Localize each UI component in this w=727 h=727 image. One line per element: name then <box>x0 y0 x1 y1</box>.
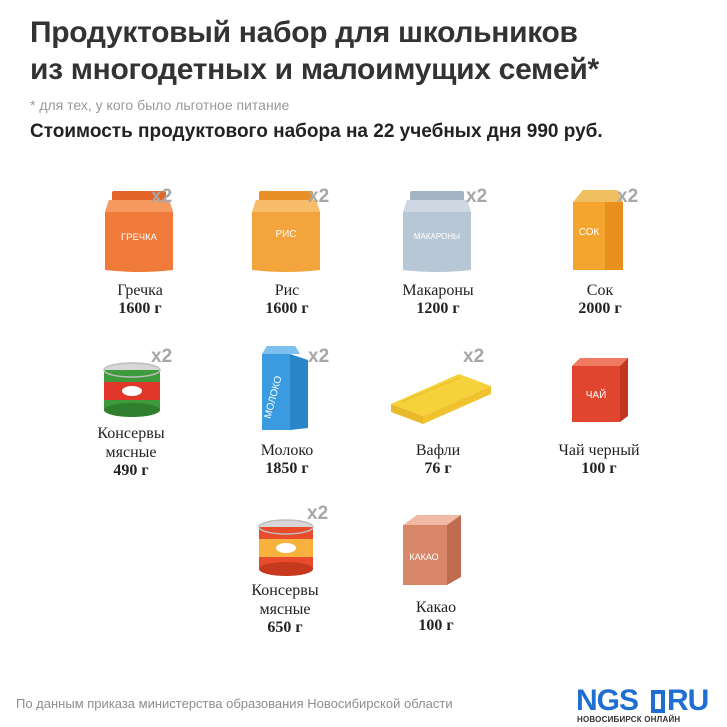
product-item-black-tea: ЧАЙ Чай черный 100 г <box>524 346 674 481</box>
multiplier-label: x2 <box>466 186 488 207</box>
product-item-buckwheat: ГРЕЧКА x2 Гречка 1600 г <box>65 186 215 326</box>
meat-can-orange-icon <box>258 519 314 576</box>
product-name-line-2: мясные <box>259 601 311 618</box>
product-item-juice: СОК x2 Сок 2000 г <box>525 186 675 326</box>
logo-main: NGS <box>576 684 639 717</box>
product-name: Чай черный <box>558 442 640 459</box>
multiplier-label: x2 <box>151 186 173 207</box>
product-name: Молоко <box>260 442 314 459</box>
buckwheat-bag-icon: ГРЕЧКА <box>105 191 173 272</box>
svg-text:ЧАЙ: ЧАЙ <box>586 388 607 401</box>
multiplier-label: x2 <box>617 186 639 207</box>
product-item-rice: РИС x2 Рис 1600 г <box>212 186 362 326</box>
product-item-canned-meat-650: x2 Консервы мясные 650 г <box>210 503 360 638</box>
multiplier-label: x2 <box>308 346 330 367</box>
product-weight: 2000 г <box>578 300 622 317</box>
product-weight: 100 г <box>581 460 617 477</box>
product-weight: 1200 г <box>416 300 460 317</box>
tea-box-icon: ЧАЙ <box>572 358 628 422</box>
product-item-milk: МОЛОКО x2 Молоко 1850 г <box>212 346 362 481</box>
product-name: Рис <box>274 282 300 299</box>
logo-subtitle: НОВОСИБИРСК ОНЛАЙН <box>577 715 681 724</box>
product-weight: 100 г <box>418 617 454 634</box>
product-name: Вафли <box>415 442 461 459</box>
milk-carton-icon: МОЛОКО <box>262 346 308 430</box>
product-item-pasta: МАКАРОНЫ x2 Макароны 1200 г <box>363 186 513 326</box>
ngs-logo[interactable]: NGS RU НОВОСИБИРСК ОНЛАЙН <box>576 684 721 724</box>
product-item-cocoa: КАКАО Какао 100 г <box>361 503 511 638</box>
product-name: Гречка <box>117 282 163 299</box>
rice-bag-icon: РИС <box>252 191 320 272</box>
svg-text:МАКАРОНЫ: МАКАРОНЫ <box>414 232 460 241</box>
footnote: * для тех, у кого было льготное питание <box>30 97 290 113</box>
pasta-bag-icon: МАКАРОНЫ <box>403 191 471 272</box>
product-name-line-2: мясные <box>105 444 157 461</box>
svg-text:СОК: СОК <box>579 227 600 238</box>
logo-square-icon <box>651 690 665 713</box>
svg-text:РИС: РИС <box>275 229 296 240</box>
svg-text:КАКАО: КАКАО <box>409 552 438 562</box>
product-name-line-1: Консервы <box>251 582 319 599</box>
cost-summary: Стоимость продуктового набора на 22 учеб… <box>30 121 603 142</box>
product-weight: 650 г <box>267 619 303 636</box>
title-line-2: из многодетных и малоимущих семей* <box>30 53 599 86</box>
product-weight: 1600 г <box>265 300 309 317</box>
meat-can-green-icon <box>103 362 161 417</box>
multiplier-label: x2 <box>307 503 329 524</box>
page-title: Продуктовый набор для школьников из мног… <box>30 14 710 88</box>
svg-text:ГРЕЧКА: ГРЕЧКА <box>121 232 158 243</box>
product-name: Сок <box>586 282 614 299</box>
product-weight: 490 г <box>113 462 149 479</box>
cocoa-box-icon: КАКАО <box>403 515 461 585</box>
multiplier-label: x2 <box>463 346 485 367</box>
wafer-icon <box>391 374 491 424</box>
multiplier-label: x2 <box>151 346 173 367</box>
product-weight: 1850 г <box>265 460 309 477</box>
product-name-line-1: Консервы <box>97 425 165 442</box>
product-weight: 1600 г <box>118 300 162 317</box>
product-name: Макароны <box>402 282 474 299</box>
product-name: Какао <box>415 599 457 616</box>
product-weight: 76 г <box>424 460 452 477</box>
product-item-canned-meat-490: x2 Консервы мясные 490 г <box>56 346 206 481</box>
juice-carton-icon: СОК <box>573 190 623 270</box>
source-note: По данным приказа министерства образован… <box>16 696 453 711</box>
title-line-1: Продуктовый набор для школьников <box>30 16 578 49</box>
multiplier-label: x2 <box>308 186 330 207</box>
logo-tld: RU <box>667 684 709 717</box>
product-item-wafers: x2 Вафли 76 г <box>363 346 513 481</box>
